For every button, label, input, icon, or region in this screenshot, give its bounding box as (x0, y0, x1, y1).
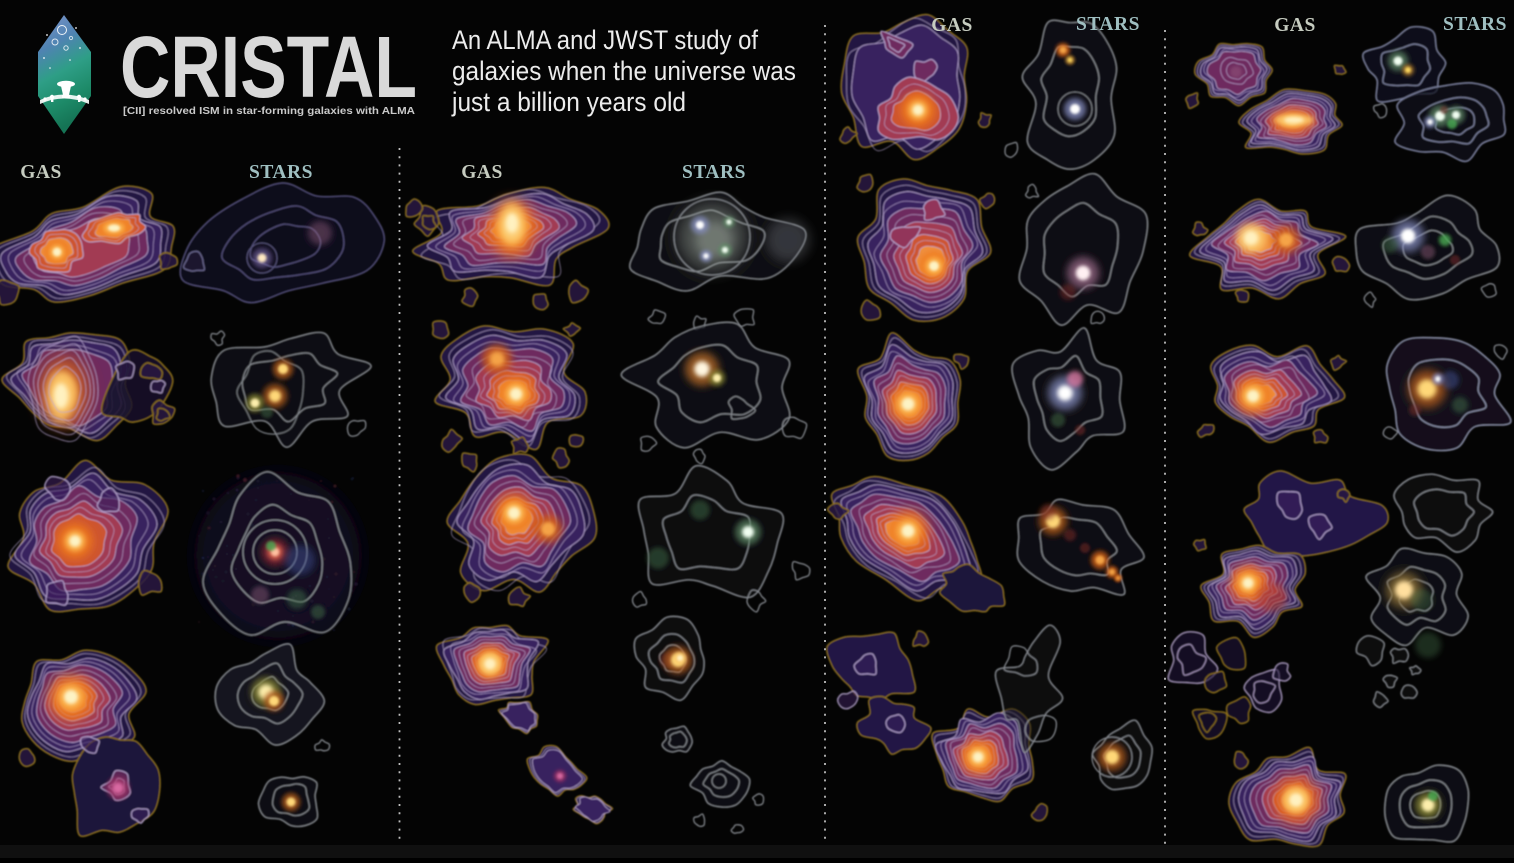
svg-text:STARS: STARS (1076, 14, 1140, 35)
svg-text:An ALMA and JWST study of: An ALMA and JWST study of (452, 25, 759, 55)
svg-text:STARS: STARS (1443, 14, 1507, 35)
svg-text:GAS: GAS (20, 162, 62, 183)
svg-text:galaxies when the universe was: galaxies when the universe was (452, 56, 796, 86)
svg-text:CRISTAL: CRISTAL (120, 19, 417, 116)
svg-text:[CII] resolved ISM in star-for: [CII] resolved ISM in star-forming galax… (123, 106, 415, 117)
svg-text:GAS: GAS (1274, 15, 1316, 36)
svg-text:STARS: STARS (249, 162, 313, 183)
svg-text:GAS: GAS (931, 15, 973, 36)
svg-text:just a billion years old: just a billion years old (451, 87, 686, 117)
svg-text:STARS: STARS (682, 162, 746, 183)
svg-text:GAS: GAS (461, 162, 503, 183)
